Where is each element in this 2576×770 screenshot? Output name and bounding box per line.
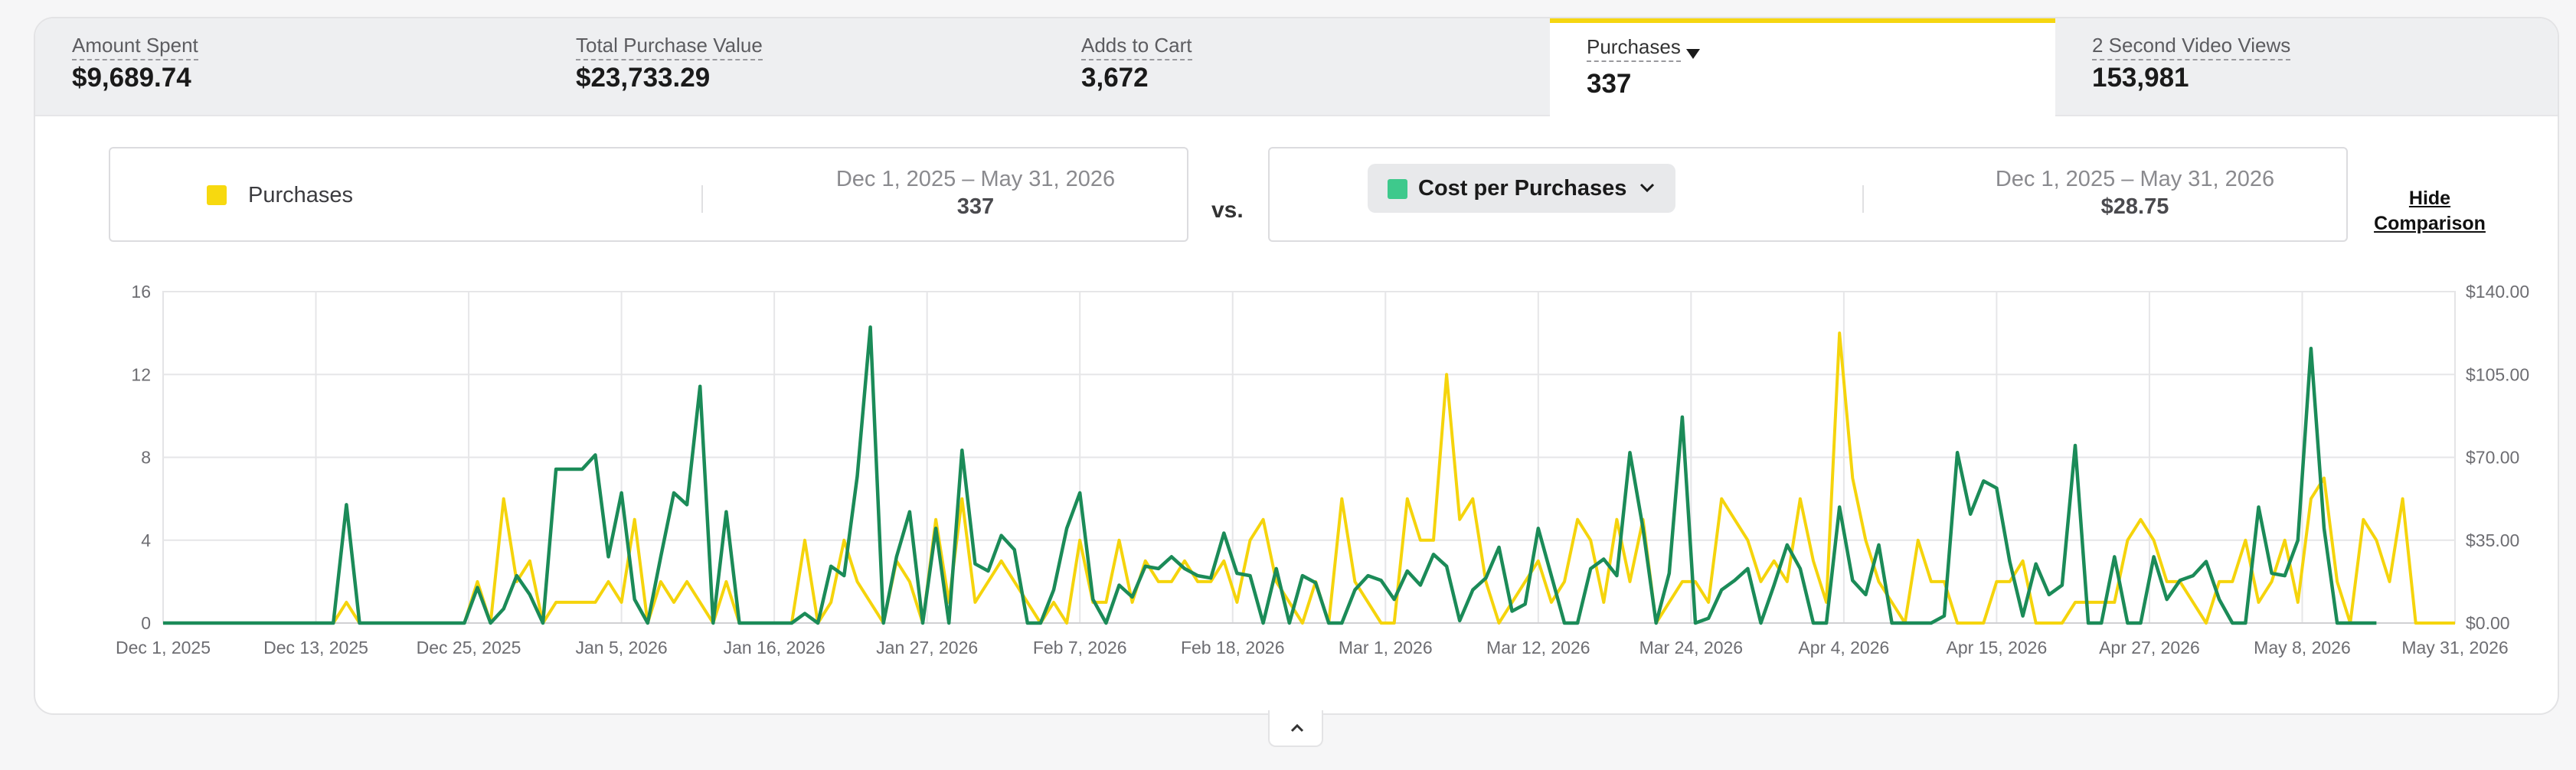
x-tick-label: Dec 1, 2025 <box>116 638 211 657</box>
cost-per-purchase-legend-swatch <box>1388 179 1407 199</box>
comparison-total: $28.75 <box>2100 194 2169 219</box>
hide-comparison-line1: Hide <box>2408 188 2451 209</box>
comparison-metric-label: Cost per Purchases <box>1418 176 1627 201</box>
comparison-line-chart: 0 $0.00 4 $35.00 8 $70.00 12 $105.00 16 $140.00 De… <box>116 282 2529 657</box>
y-right-tick-label: $70.00 <box>2466 448 2519 468</box>
comparison-metric-dropdown[interactable]: Cost per Purchases <box>1368 164 1675 213</box>
y-left-tick-label: 8 <box>141 448 151 468</box>
divider <box>701 185 703 213</box>
hide-comparison-link[interactable]: Hide Comparison <box>2374 186 2486 237</box>
metric-label: 2 Second Video Views <box>2092 34 2291 60</box>
vs-label: vs. <box>1211 197 1244 223</box>
metric-label: Adds to Cart <box>1081 34 1192 60</box>
purchases-legend-swatch <box>207 185 227 205</box>
metric-label: Amount Spent <box>72 34 198 60</box>
x-tick-label: May 31, 2026 <box>2401 638 2508 657</box>
primary-metric-label: Purchases <box>248 183 354 207</box>
x-tick-label: Apr 27, 2026 <box>2099 638 2200 657</box>
x-tick-label: Dec 25, 2025 <box>417 638 521 657</box>
metric-tab-purchases[interactable]: Purchases 337 <box>1550 18 2055 118</box>
metric-tab-amount-spent[interactable]: Amount Spent $9,689.74 <box>35 18 539 115</box>
y-right-tick-label: $140.00 <box>2466 282 2529 302</box>
caret-down-icon[interactable] <box>1686 49 1700 59</box>
metric-label: Purchases <box>1587 35 1681 62</box>
x-tick-label: Mar 1, 2026 <box>1339 638 1433 657</box>
metric-tabs: Amount Spent $9,689.74 Total Purchase Va… <box>35 18 2558 118</box>
comparison-metric-box: Cost per Purchases Dec 1, 2025 – May 31,… <box>1268 147 2348 242</box>
primary-total: 337 <box>956 194 995 219</box>
x-tick-label: Jan 5, 2026 <box>575 638 667 657</box>
x-tick-label: Feb 18, 2026 <box>1181 638 1285 657</box>
y-right-tick-label: $35.00 <box>2466 530 2519 550</box>
metric-label-text: Purchases <box>1587 35 1681 58</box>
y-left-tick-label: 0 <box>141 613 151 633</box>
cost-per-purchase-series-line <box>163 325 2377 625</box>
x-tick-label: Mar 24, 2026 <box>1639 638 1744 657</box>
x-tick-label: May 8, 2026 <box>2254 638 2351 657</box>
x-tick-label: Apr 4, 2026 <box>1798 638 1889 657</box>
metric-value: 337 <box>1587 69 1632 99</box>
x-tick-label: Apr 15, 2026 <box>1947 638 2048 657</box>
x-tick-label: Feb 7, 2026 <box>1033 638 1127 657</box>
x-tick-label: Jan 27, 2026 <box>876 638 978 657</box>
x-tick-label: Mar 12, 2026 <box>1486 638 1590 657</box>
primary-metric-box: Purchases Dec 1, 2025 – May 31, 2026 337 <box>109 147 1188 242</box>
y-left-tick-label: 12 <box>131 364 151 384</box>
divider <box>1862 185 1864 213</box>
y-left-tick-label: 4 <box>141 530 151 550</box>
primary-date-range: Dec 1, 2025 – May 31, 2026 <box>835 167 1116 191</box>
comparison-date-range: Dec 1, 2025 – May 31, 2026 <box>1995 167 2275 191</box>
metric-label: Total Purchase Value <box>576 34 763 60</box>
y-left-tick-label: 16 <box>131 282 151 302</box>
metric-tab-video-views[interactable]: 2 Second Video Views 153,981 <box>2055 18 2558 115</box>
metric-tab-adds-to-cart[interactable]: Adds to Cart 3,672 <box>1044 18 1550 115</box>
x-tick-label: Jan 16, 2026 <box>724 638 825 657</box>
x-tick-label: Dec 13, 2025 <box>263 638 368 657</box>
collapse-button[interactable] <box>1268 710 1323 747</box>
metric-value: $9,689.74 <box>72 63 191 93</box>
metric-value: 3,672 <box>1081 63 1149 93</box>
chevron-down-icon <box>1639 183 1655 193</box>
chevron-up-icon <box>1290 723 1304 732</box>
metric-value: $23,733.29 <box>576 63 711 93</box>
purchases-series-line <box>163 331 2455 625</box>
y-right-tick-label: $0.00 <box>2466 613 2510 633</box>
y-right-tick-label: $105.00 <box>2466 364 2529 384</box>
metric-tab-total-purchase-value[interactable]: Total Purchase Value $23,733.29 <box>539 18 1044 115</box>
hide-comparison-line2: Comparison <box>2374 213 2486 234</box>
metric-value: 153,981 <box>2092 63 2189 93</box>
